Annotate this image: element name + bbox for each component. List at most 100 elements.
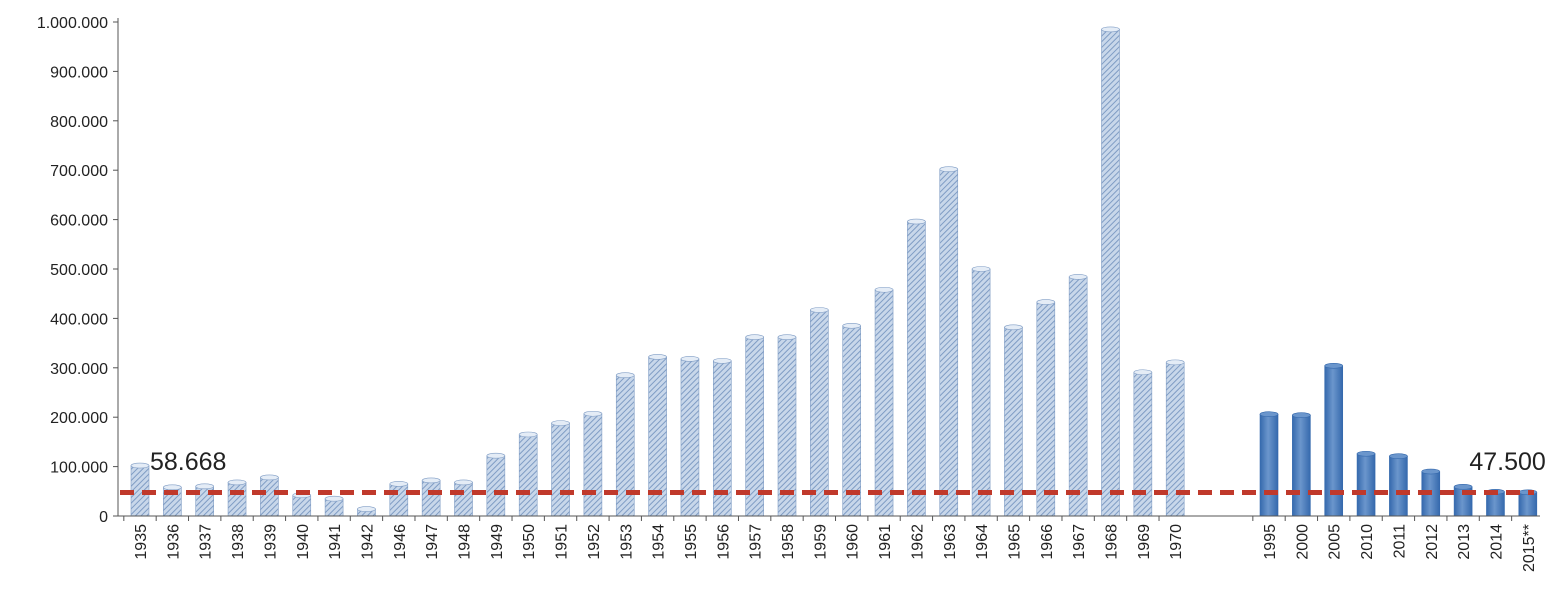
bar-1964 xyxy=(971,268,991,517)
x-tick-label: 1936 xyxy=(165,524,182,560)
annotation-label: 47.500 xyxy=(1469,448,1545,476)
bar-1962 xyxy=(907,221,926,517)
x-tick-label: 2013 xyxy=(1456,524,1473,560)
x-tick-label: 2010 xyxy=(1359,524,1376,560)
y-tick-label: 800.000 xyxy=(50,114,108,131)
bar-cap-1942 xyxy=(357,506,376,512)
x-tick-label: 1968 xyxy=(1104,524,1121,560)
x-tick-label: 1964 xyxy=(974,524,991,560)
x-tick-label: 1938 xyxy=(230,524,247,560)
y-tick-label: 600.000 xyxy=(50,213,108,230)
bar-cap-1995 xyxy=(1259,411,1279,418)
y-tick-label: 0 xyxy=(99,509,108,526)
x-tick-label: 1969 xyxy=(1136,524,1153,560)
y-tick-label: 1.000.000 xyxy=(37,15,108,32)
x-tick-label: 2005 xyxy=(1327,524,1344,560)
bar-1959 xyxy=(810,309,829,517)
bar-cap-1967 xyxy=(1068,274,1088,280)
bar-cap-1963 xyxy=(939,166,959,173)
y-tick-label: 500.000 xyxy=(50,262,108,279)
x-tick-label: 1952 xyxy=(586,524,603,560)
bar-cap-1936 xyxy=(163,484,182,491)
bar-1995 xyxy=(1259,413,1279,517)
bar-1963 xyxy=(939,168,959,517)
x-tick-label: 1967 xyxy=(1071,524,1088,560)
x-tick-label: 1953 xyxy=(618,524,635,560)
bar-cap-1968 xyxy=(1101,26,1120,33)
bar-1951 xyxy=(551,422,570,517)
bar-1952 xyxy=(583,413,603,517)
bar-1950 xyxy=(518,434,538,517)
bar-1949 xyxy=(486,455,506,517)
bar-cap-1961 xyxy=(874,286,894,293)
bar-cap-2013 xyxy=(1453,484,1473,490)
bar-cap-1964 xyxy=(971,266,991,272)
bar-1948 xyxy=(454,482,473,517)
bar-1967 xyxy=(1068,276,1088,517)
bar-1939 xyxy=(260,477,279,517)
bar-1965 xyxy=(1004,326,1023,517)
x-tick-label: 2012 xyxy=(1424,524,1441,560)
x-tick-label: 1966 xyxy=(1039,524,1056,560)
x-tick-label: 1954 xyxy=(651,524,668,560)
x-tick-label: 1970 xyxy=(1168,524,1185,560)
x-tick-label: 1950 xyxy=(521,524,538,560)
bar-cap-1966 xyxy=(1036,299,1056,305)
x-axis: 1935 1936 1937 1938 1939 1940 1941 1942 1946 1947… xyxy=(118,515,1540,572)
bar-2000 xyxy=(1292,414,1311,517)
bar-1940 xyxy=(292,494,312,517)
bar-1968 xyxy=(1101,29,1120,517)
bar-1947 xyxy=(421,480,441,517)
bar-cap-1951 xyxy=(551,420,570,426)
x-tick-label: 2014 xyxy=(1488,524,1505,560)
bar-2015 xyxy=(1518,491,1538,517)
x-tick-label: 2011 xyxy=(1391,524,1408,559)
annotations: 58.668 47.500 xyxy=(150,448,1546,476)
x-tick-label: 1941 xyxy=(327,524,344,560)
y-tick-label: 900.000 xyxy=(50,64,108,81)
bar-2011 xyxy=(1389,455,1408,517)
bar-cap-2011 xyxy=(1389,453,1408,460)
bar-1958 xyxy=(777,336,797,517)
x-tick-label: 1937 xyxy=(198,524,215,560)
x-tick-label: 1940 xyxy=(295,524,312,560)
bar-cap-1962 xyxy=(907,218,926,225)
annotation-label: 58.668 xyxy=(150,448,226,476)
bar-cap-1958 xyxy=(777,334,797,340)
x-tick-label: 1947 xyxy=(424,524,441,560)
bar-cap-2000 xyxy=(1292,412,1311,419)
bar-cap-1954 xyxy=(648,354,667,360)
x-tick-label: 1942 xyxy=(359,524,376,560)
bar-cap-1941 xyxy=(324,495,344,502)
x-tick-label: 1957 xyxy=(748,524,765,560)
bar-cap-1960 xyxy=(842,323,862,329)
bar-cap-1957 xyxy=(745,334,764,340)
x-tick-label: 1946 xyxy=(392,524,409,560)
bar-cap-1969 xyxy=(1133,369,1153,376)
bars xyxy=(130,26,1538,517)
x-tick-label: 1955 xyxy=(683,524,700,560)
x-tick-label: 1963 xyxy=(942,524,959,560)
x-tick-label: 1965 xyxy=(1006,524,1023,560)
bar-cap-1949 xyxy=(486,452,506,459)
bar-2014 xyxy=(1486,491,1505,517)
x-tick-label: 1939 xyxy=(262,524,279,560)
x-tick-label: 1951 xyxy=(554,524,571,560)
bar-cap-1935 xyxy=(130,462,150,469)
bar-cap-2005 xyxy=(1324,363,1344,369)
y-axis: 0 100.000 200.000 300.000 400.000 500.000 600.… xyxy=(37,15,119,526)
bar-cap-1948 xyxy=(454,479,473,486)
bar-cap-1950 xyxy=(518,431,538,438)
x-tick-label: 1949 xyxy=(489,524,506,560)
bar-cap-2010 xyxy=(1356,450,1376,457)
bar-cap-1952 xyxy=(583,410,603,417)
x-tick-label: 1958 xyxy=(780,524,797,560)
y-tick-label: 700.000 xyxy=(50,163,108,180)
bar-cap-1947 xyxy=(421,477,441,484)
x-tick-label: 1962 xyxy=(909,524,926,560)
bar-cap-1939 xyxy=(260,474,279,481)
bar-cap-1965 xyxy=(1004,324,1023,331)
bar-cap-1959 xyxy=(810,307,829,313)
